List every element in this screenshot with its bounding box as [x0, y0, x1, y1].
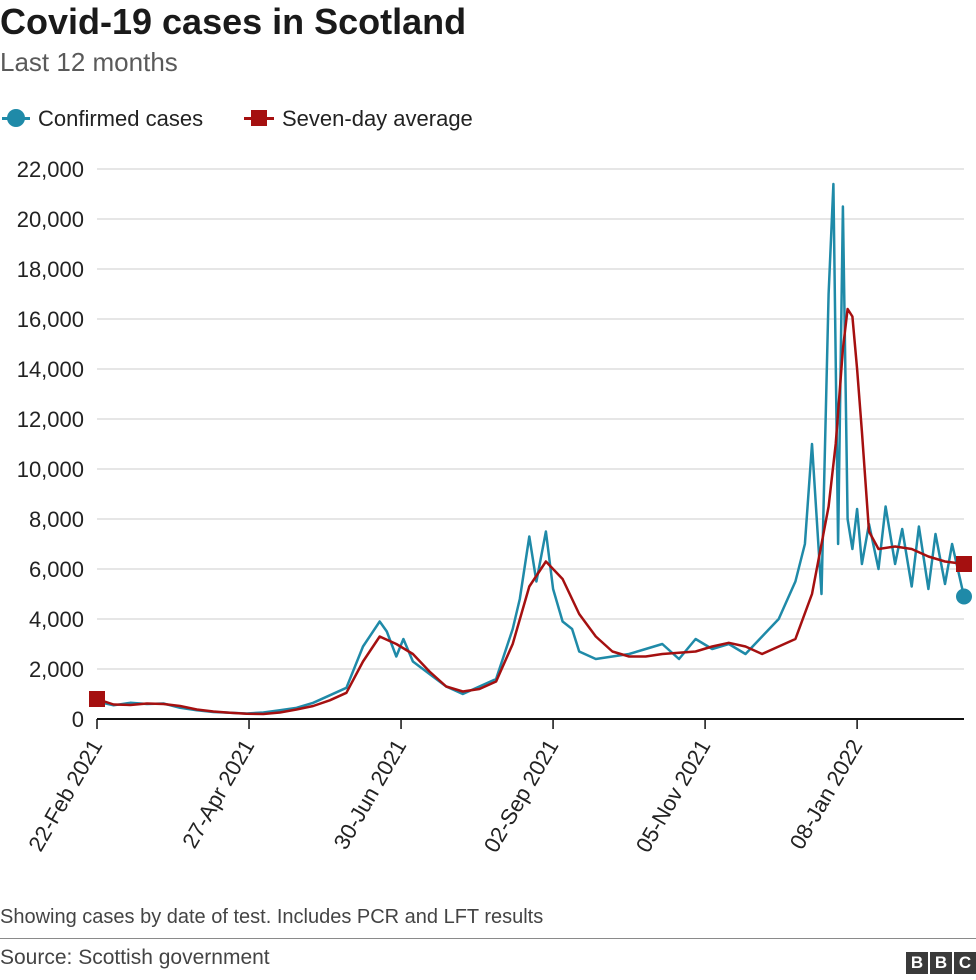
source-credit: Source: Scottish government: [0, 946, 270, 969]
x-tick-label: 02-Sep 2021: [479, 735, 564, 857]
average-start-marker: [89, 691, 105, 707]
series-lines: [96, 182, 966, 716]
y-tick-label: 6,000: [29, 557, 84, 582]
series-end-markers: [89, 556, 972, 707]
bbc-logo-letter: B: [906, 952, 928, 974]
legend-label-average: Seven-day average: [282, 106, 473, 131]
legend-marker-circle-icon: [7, 109, 25, 127]
y-tick-label: 2,000: [29, 657, 84, 682]
legend-item-average: Seven-day average: [244, 104, 504, 134]
legend-label-confirmed: Confirmed cases: [38, 106, 204, 131]
y-axis-ticks: 0 2,000 4,000 6,000 8,000 10,000 12,000 14,000 1…: [17, 157, 84, 732]
y-tick-label: 20,000: [17, 207, 84, 232]
line-chart: 0 2,000 4,000 6,000 8,000 10,000 12,000 14,000 1…: [17, 157, 972, 857]
x-tick-label: 30-Jun 2021: [329, 735, 412, 853]
x-axis-ticks: 22-Feb 2021 27-Apr 2021 30-Jun 2021 02-Sep …: [23, 719, 867, 857]
y-tick-label: 22,000: [17, 157, 84, 182]
y-tick-label: 10,000: [17, 457, 84, 482]
x-tick-label: 05-Nov 2021: [631, 735, 716, 857]
bbc-logo-letter: C: [954, 952, 976, 974]
chart-subtitle: Last 12 months: [0, 47, 178, 77]
x-tick-label: 08-Jan 2022: [785, 735, 868, 853]
y-tick-label: 18,000: [17, 257, 84, 282]
y-tick-label: 0: [72, 707, 84, 732]
series-line-average: [96, 307, 965, 716]
average-end-marker: [956, 556, 972, 572]
bbc-logo-letter: B: [930, 952, 952, 974]
legend-item-confirmed: Confirmed cases: [0, 104, 225, 134]
chart-title: Covid-19 cases in Scotland: [0, 1, 467, 42]
y-tick-label: 8,000: [29, 507, 84, 532]
x-tick-label: 27-Apr 2021: [177, 735, 259, 852]
confirmed-end-marker: [956, 588, 972, 605]
legend-marker-square-icon: [251, 110, 267, 126]
y-tick-label: 12,000: [17, 407, 84, 432]
y-tick-label: 4,000: [29, 607, 84, 632]
footer-divider: [0, 938, 976, 939]
x-tick-label: 22-Feb 2021: [23, 735, 107, 856]
bbc-logo: B B C: [906, 952, 976, 974]
y-tick-label: 14,000: [17, 357, 84, 382]
chart-note: Showing cases by date of test. Includes …: [0, 906, 544, 928]
y-tick-label: 16,000: [17, 307, 84, 332]
series-line-confirmed: [96, 182, 966, 715]
